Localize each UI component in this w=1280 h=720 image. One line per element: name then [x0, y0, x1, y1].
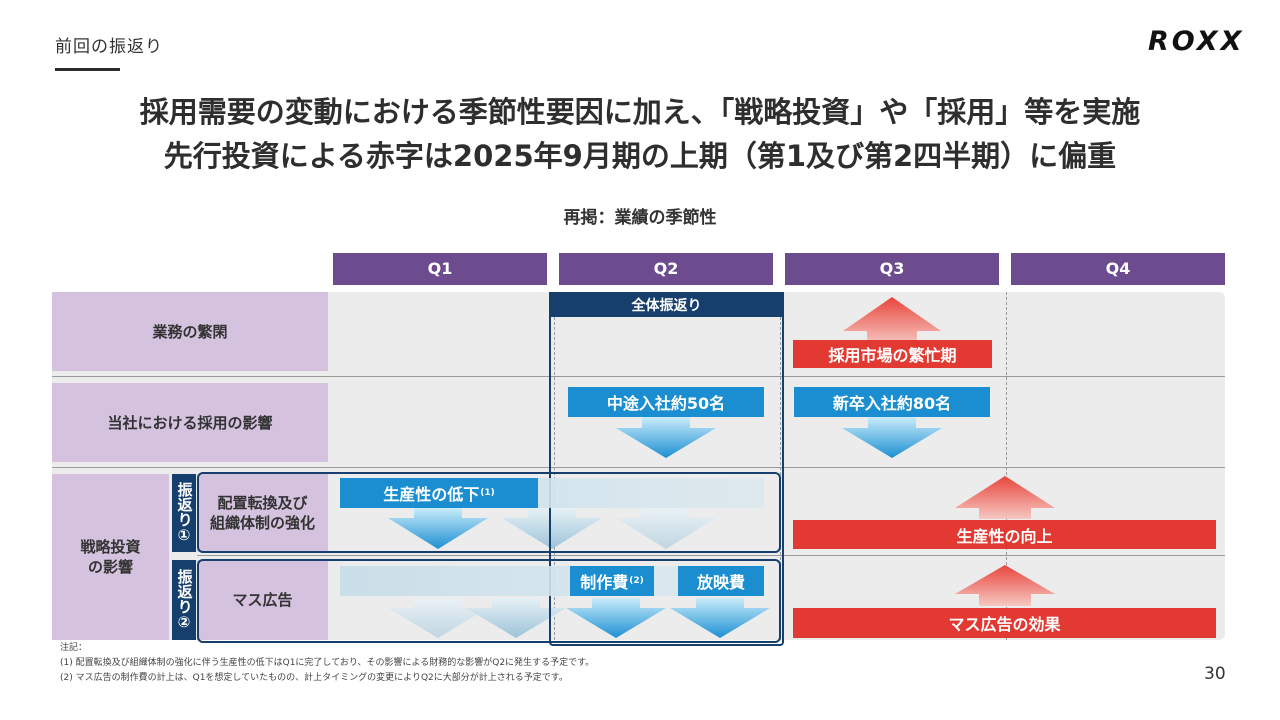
production-cost-box: 制作費 (2): [570, 566, 654, 596]
down-arrow-mass-ad-q1b: [466, 598, 566, 638]
footnotes: 注記： (1) 配置転換及び組織体制の強化に伴う生産性の低下はQ1に完了しており…: [60, 641, 594, 686]
productivity-up-box: 生産性の向上: [793, 520, 1216, 549]
review-tag-2: 振返り ②: [172, 560, 196, 640]
quarter-header-q1: Q1: [333, 253, 547, 285]
mid-career-hires-box: 中途入社約50名: [568, 387, 764, 417]
production-cost-note: (2): [629, 576, 644, 586]
row-label-hiring: 当社における採用の影響: [52, 383, 328, 462]
productivity-decline-box: 生産性の低下 (1): [340, 478, 538, 508]
headline-line-1: 採用需要の変動における季節性要因に加え、「戦略投資」や「採用」等を実施: [139, 95, 1141, 129]
down-arrow-broadcast-cost: [670, 598, 770, 638]
review-tag-1-number: ①: [177, 526, 191, 544]
review-tag-2-number: ②: [177, 613, 191, 631]
footnote-1: (1) 配置転換及び組織体制の強化に伴う生産性の低下はQ1に完了しており、その影…: [60, 658, 595, 668]
busy-season-box: 採用市場の繁忙期: [793, 340, 992, 368]
roxx-logo: ROXX: [1148, 26, 1245, 57]
down-arrow-production-cost: [566, 598, 666, 638]
quarter-divider: [554, 292, 555, 640]
down-arrow-mid-career: [616, 417, 716, 458]
productivity-decline-label: 生産性の低下: [383, 485, 480, 504]
quarter-header-q3: Q3: [785, 253, 999, 285]
broadcast-cost-box: 放映費: [678, 566, 764, 596]
productivity-decline-note: (1): [480, 488, 495, 498]
down-arrow-mass-ad-q1a: [388, 598, 488, 638]
headline-line-2: 先行投資による赤字は2025年9月期の上期（第1及び第2四半期）に偏重: [163, 139, 1117, 173]
review-1-outline: [197, 472, 781, 553]
review-tag-1-chars: 振返り: [175, 482, 194, 527]
up-arrow-productivity: [955, 476, 1055, 519]
footnote-label: 注記：: [60, 643, 88, 653]
section-label: 前回の振返り: [55, 37, 163, 57]
down-arrow-productivity-q2: [616, 508, 716, 549]
overall-review-header: 全体振返り: [549, 292, 784, 317]
quarter-header-q4: Q4: [1011, 253, 1225, 285]
up-arrow-mass-ad-effect: [955, 565, 1055, 606]
up-arrow-busy-season: [843, 297, 941, 345]
mass-ad-effect-box: マス広告の効果: [793, 608, 1216, 638]
row-divider: [52, 376, 1225, 377]
row-label-mass-ad: マス広告: [197, 560, 328, 640]
production-cost-label: 制作費: [580, 573, 629, 592]
quarter-divider: [780, 292, 781, 640]
row-label-strategic: 戦略投資 の影響: [52, 474, 169, 640]
row-label-reassignment: 配置転換及び 組織体制の強化: [197, 474, 328, 552]
headline: 採用需要の変動における季節性要因に加え、「戦略投資」や「採用」等を実施 先行投資…: [0, 90, 1280, 178]
new-grad-hires-box: 新卒入社約80名: [794, 387, 990, 417]
review-tag-2-chars: 振返り: [175, 569, 194, 614]
down-arrow-productivity-q1a: [388, 508, 488, 549]
quarter-divider: [1006, 292, 1007, 640]
page-number: 30: [1204, 664, 1226, 684]
down-arrow-productivity-q1b: [502, 508, 602, 549]
section-underline: [55, 68, 120, 71]
row-label-business: 業務の繁閑: [52, 292, 328, 371]
down-arrow-new-grad: [842, 417, 942, 458]
row-divider: [197, 555, 1225, 556]
quarter-header-q2: Q2: [559, 253, 773, 285]
review-tag-1: 振返り ①: [172, 474, 196, 552]
subtitle: 再掲：業績の季節性: [563, 208, 717, 228]
review-2-outline: [197, 559, 781, 643]
footnote-2: (2) マス広告の制作費の計上は、Q1を想定していたものの、計上タイミングの変更…: [60, 673, 568, 683]
overall-review-outline: [549, 292, 784, 646]
row-divider: [52, 467, 1225, 468]
